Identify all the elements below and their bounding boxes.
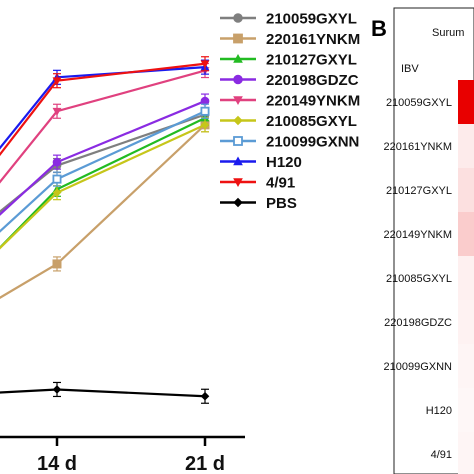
heatmap-cell xyxy=(458,212,474,256)
data-point xyxy=(52,188,62,197)
data-point xyxy=(200,391,210,401)
legend-item: 210085GXYL xyxy=(220,113,357,130)
legend-item: 220149YNKM xyxy=(220,93,360,110)
data-point xyxy=(52,107,62,116)
legend-item: 220198GDZC xyxy=(220,72,359,89)
row-header: IBV xyxy=(401,63,419,75)
heatmap-row-label: 210099GXNN xyxy=(384,361,453,373)
series-210085gxyl xyxy=(0,117,210,250)
heatmap-row-label: 210127GXYL xyxy=(386,185,452,197)
heatmap-cell xyxy=(458,124,474,168)
line-chart-panel: 14 d 21 d xyxy=(0,56,245,474)
legend-label: 210099GXNN xyxy=(266,134,359,151)
heatmap-row-label: 210085GXYL xyxy=(386,273,452,285)
series-line xyxy=(0,113,206,213)
legend-marker xyxy=(233,53,243,63)
series-4-91 xyxy=(0,56,210,157)
data-point xyxy=(52,259,62,269)
data-point xyxy=(52,157,62,167)
legend-item: 220161YNKM xyxy=(220,31,360,48)
series-220161ynkm xyxy=(0,117,210,299)
data-point xyxy=(52,385,62,394)
heatmap-panel-b: B Surum IBV 210059GXYL 220161YNKM 210127GXYL 2… xyxy=(371,7,474,474)
legend-label: PBS xyxy=(266,195,297,212)
heatmap-row-label: 220149YNKM xyxy=(384,229,453,241)
heatmap-title: Surum xyxy=(432,27,464,39)
legend-label: 220149YNKM xyxy=(266,93,360,110)
legend-marker xyxy=(233,197,243,208)
heatmap-cell xyxy=(458,432,474,474)
heatmap-row-label: 210059GXYL xyxy=(386,97,452,109)
legend-item: 4/91 xyxy=(220,175,295,192)
legend-item: 210099GXNN xyxy=(220,134,359,151)
heatmap-cell xyxy=(458,168,474,212)
heatmap-row-label: 4/91 xyxy=(431,449,452,461)
legend-marker xyxy=(233,33,243,44)
data-point xyxy=(200,106,210,116)
legend-label: 220161YNKM xyxy=(266,31,360,48)
series-line xyxy=(0,388,206,398)
chart-legend: 210059GXYL 220161YNKM 210127GXYL 220198GDZC… xyxy=(220,11,360,212)
series-pbs xyxy=(0,381,210,404)
series-210099gxnn xyxy=(0,103,210,233)
data-point xyxy=(200,60,210,69)
legend-marker xyxy=(233,136,243,146)
heatmap-cell xyxy=(458,300,474,344)
x-tick-label: 21 d xyxy=(185,453,225,474)
series-line xyxy=(0,124,206,299)
heatmap-cell xyxy=(458,80,474,124)
legend-label: H120 xyxy=(266,154,302,171)
legend-item: H120 xyxy=(220,154,302,171)
series-210127gxyl xyxy=(0,110,210,250)
legend-marker xyxy=(233,156,243,166)
heatmap-row-label: H120 xyxy=(426,405,452,417)
legend-label: 210127GXYL xyxy=(266,52,357,69)
series-220198gdzc xyxy=(0,93,210,216)
legend-label: 4/91 xyxy=(266,175,295,192)
legend-label: 220198GDZC xyxy=(266,72,359,89)
heatmap-cell xyxy=(458,388,474,432)
legend-marker xyxy=(233,13,243,23)
legend-marker xyxy=(233,74,243,85)
x-tick-label: 14 d xyxy=(37,453,77,474)
heatmap-cell xyxy=(458,256,474,300)
heatmap-row-label: 220198GDZC xyxy=(384,317,452,329)
legend-marker xyxy=(233,178,243,188)
legend-marker xyxy=(233,96,243,106)
data-point xyxy=(52,77,62,86)
legend-label: 210059GXYL xyxy=(266,11,357,28)
data-point xyxy=(200,96,210,106)
heatmap-cell xyxy=(458,344,474,388)
panel-letter: B xyxy=(371,16,387,41)
legend-item: PBS xyxy=(220,195,297,212)
heatmap-row-label: 220161YNKM xyxy=(384,141,453,153)
legend-marker xyxy=(233,115,243,126)
legend-item: 210127GXYL xyxy=(220,52,357,69)
legend-label: 210085GXYL xyxy=(266,113,357,130)
data-point xyxy=(52,174,62,184)
data-point xyxy=(200,120,210,130)
legend-item: 210059GXYL xyxy=(220,11,357,28)
